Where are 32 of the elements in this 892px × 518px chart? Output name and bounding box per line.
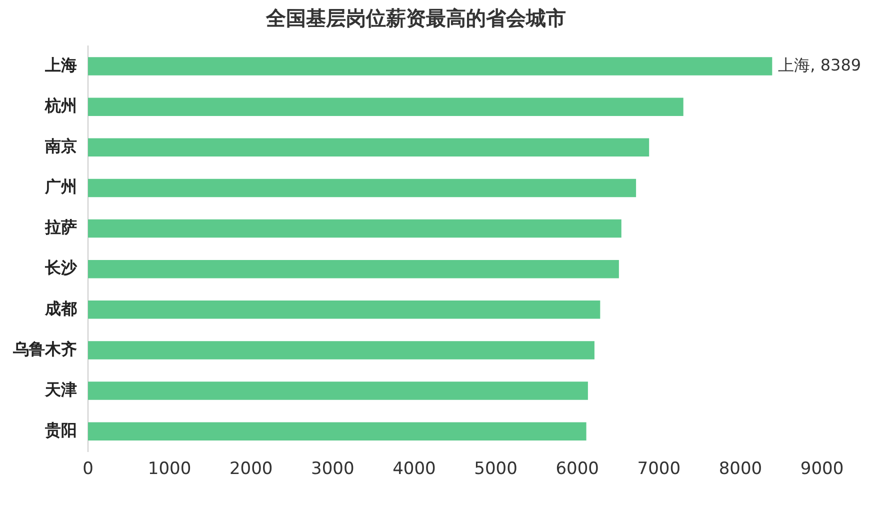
y-tick-label: 乌鲁木齐 [12,339,77,358]
x-tick-label: 2000 [229,459,273,480]
y-tick-label: 天津 [44,380,77,399]
y-tick-label: 拉萨 [44,218,77,237]
bar [88,57,772,76]
x-tick-label: 6000 [556,459,599,480]
bar [88,422,586,440]
bar [88,260,619,278]
bar [88,382,588,400]
y-tick-label: 上海 [44,55,77,74]
x-tick-label: 8000 [718,459,762,480]
bar [88,219,622,238]
bar [88,341,594,360]
x-tick-label: 4000 [392,459,436,480]
y-tick-label: 成都 [44,298,77,318]
data-label: 上海, 8389 [778,55,862,74]
x-tick-label: 5000 [474,459,518,480]
bar [88,138,650,157]
chart-title: 全国基层岗位薪资最高的省会城市 [265,6,566,30]
x-tick-label: 3000 [311,459,354,480]
y-tick-label: 长沙 [44,258,78,278]
y-tick-label: 杭州 [44,96,77,115]
x-tick-label: 0 [82,459,94,480]
x-tick-label: 7000 [637,459,681,480]
bar [88,178,636,198]
y-tick-label: 贵阳 [44,420,77,440]
x-tick-label: 1000 [148,459,192,480]
y-tick-label: 广州 [44,177,77,196]
bar [88,300,600,319]
y-tick-label: 南京 [44,136,77,156]
bar [88,98,684,116]
x-tick-label: 9000 [800,459,844,480]
